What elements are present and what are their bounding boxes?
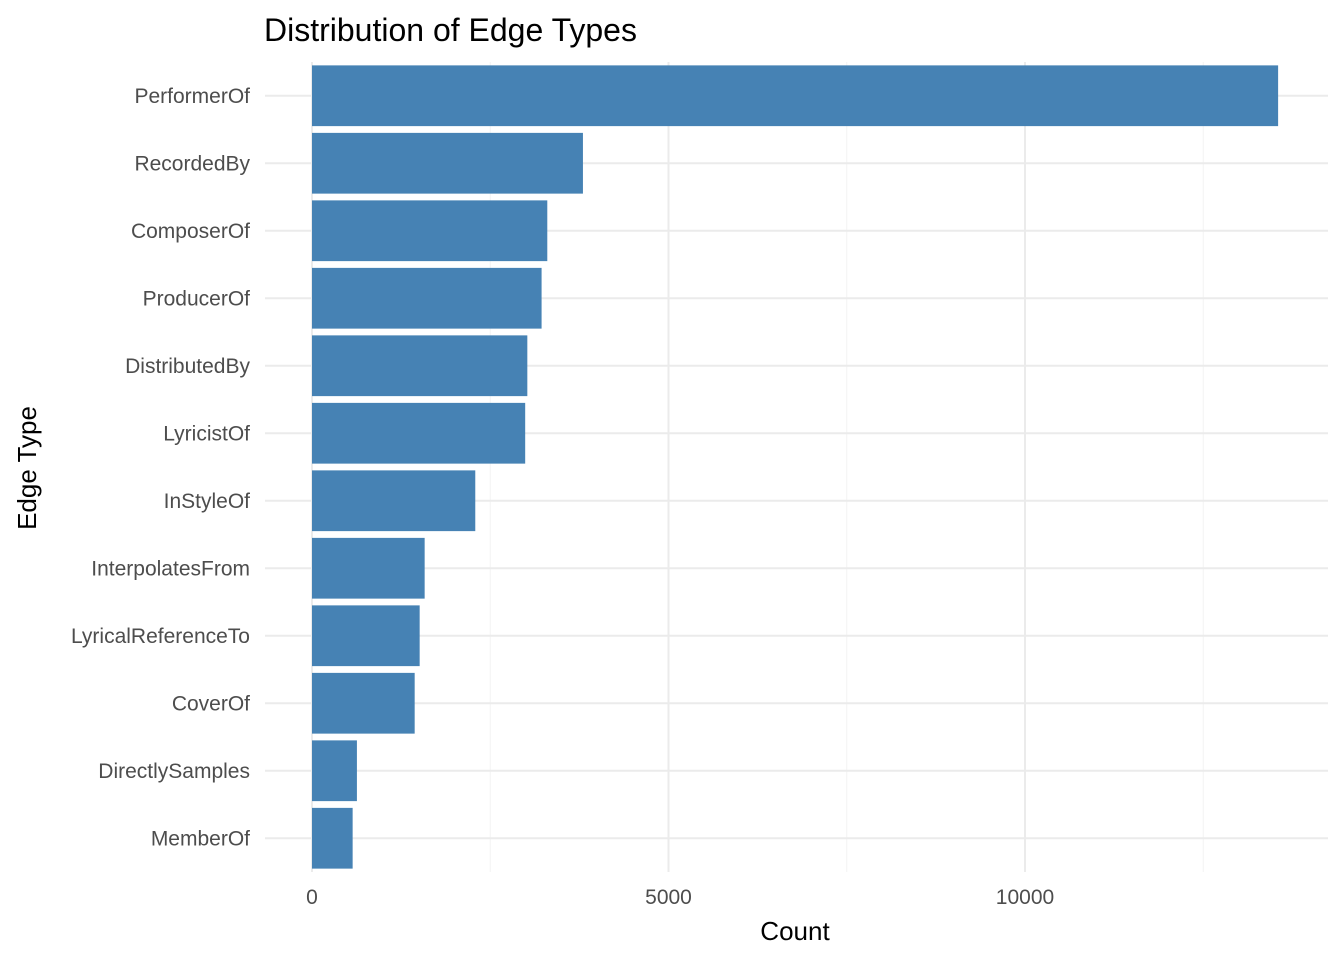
bar-DistributedBy — [312, 335, 528, 397]
y-tick-label: LyricalReferenceTo — [71, 625, 250, 648]
y-tick-label: ComposerOf — [131, 220, 250, 243]
bar-MemberOf — [312, 807, 353, 869]
y-tick-label: InterpolatesFrom — [91, 557, 250, 580]
bar-LyricistOf — [312, 402, 526, 464]
x-tick-labels: 0 5000 10000 — [306, 886, 1054, 909]
y-tick-label: InStyleOf — [164, 490, 251, 513]
bar-LyricalReferenceTo — [312, 605, 420, 667]
bar-ProducerOf — [312, 267, 542, 329]
y-tick-label: RecordedBy — [134, 152, 250, 175]
chart-title: Distribution of Edge Types — [264, 12, 637, 48]
y-tick-labels: PerformerOf RecordedBy ComposerOf ProducerO… — [71, 85, 250, 851]
x-axis-title: Count — [760, 916, 830, 946]
x-tick-label: 0 — [306, 886, 318, 909]
x-tick-label: 5000 — [645, 886, 692, 909]
bar-PerformerOf — [312, 65, 1279, 127]
y-tick-label: DirectlySamples — [98, 760, 250, 783]
y-tick-label: LyricistOf — [163, 422, 250, 445]
y-axis-title: Edge Type — [12, 406, 42, 530]
y-tick-label: ProducerOf — [143, 287, 251, 310]
x-tick-label: 10000 — [996, 886, 1054, 909]
y-tick-label: DistributedBy — [125, 355, 250, 378]
y-tick-label: PerformerOf — [134, 85, 250, 108]
y-tick-label: CoverOf — [172, 692, 250, 715]
bar-CoverOf — [312, 672, 415, 734]
y-tick-label: MemberOf — [151, 827, 250, 850]
bar-InterpolatesFrom — [312, 537, 425, 599]
bar-ComposerOf — [312, 200, 548, 262]
bars — [312, 65, 1279, 869]
bar-RecordedBy — [312, 132, 583, 194]
bar-DirectlySamples — [312, 740, 357, 802]
bar-InStyleOf — [312, 470, 476, 532]
